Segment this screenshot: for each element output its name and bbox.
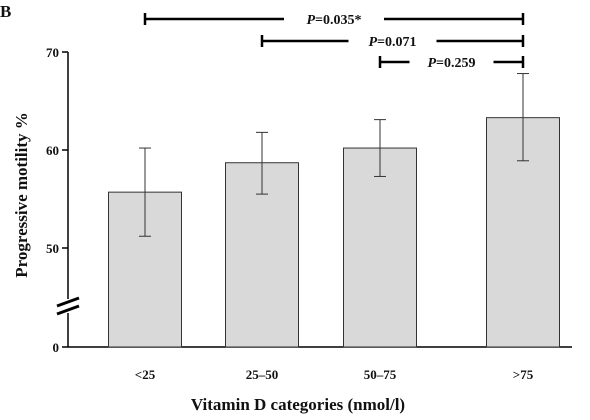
y-tick-label: 50 <box>46 241 59 256</box>
p-value: =0.035* <box>315 13 361 28</box>
y-tick-label: 70 <box>46 45 59 60</box>
x-tick-label: 50–75 <box>364 367 397 382</box>
axis-break-marker <box>55 296 81 316</box>
x-tick-label: >75 <box>513 367 534 382</box>
error-bars <box>139 73 529 237</box>
p-symbol: P <box>306 13 315 28</box>
y-tick-label: 60 <box>46 143 59 158</box>
comparison-bracket: P=0.071 <box>260 35 525 50</box>
error-bar <box>517 73 529 162</box>
p-value-label: P=0.071 <box>368 35 416 50</box>
bars <box>108 117 560 348</box>
error-bar <box>256 131 268 195</box>
comparison-bracket: P=0.035* <box>143 13 525 28</box>
p-symbol: P <box>368 35 377 50</box>
p-value: =0.259 <box>436 56 475 71</box>
x-tick-label: 25–50 <box>246 367 279 382</box>
p-value: =0.071 <box>377 35 416 50</box>
x-tick-label: <25 <box>135 367 156 382</box>
x-ticks: <25 25–50 50–75 >75 <box>135 367 534 382</box>
p-symbol: P <box>427 56 436 71</box>
panel-label: B <box>0 2 11 21</box>
p-value-label: P=0.035* <box>306 13 361 28</box>
y-ticks: 0 50 60 70 <box>46 45 68 355</box>
error-bar <box>374 119 386 177</box>
bar <box>343 147 417 348</box>
comparison-bracket: P=0.259 <box>378 56 525 71</box>
p-value-label: P=0.259 <box>427 56 475 71</box>
x-axis-title: Vitamin D categories (nmol/l) <box>191 395 405 414</box>
y-tick-label: 0 <box>53 340 60 355</box>
error-bar <box>139 147 151 237</box>
y-axis-title: Progressive motility % <box>12 112 31 278</box>
